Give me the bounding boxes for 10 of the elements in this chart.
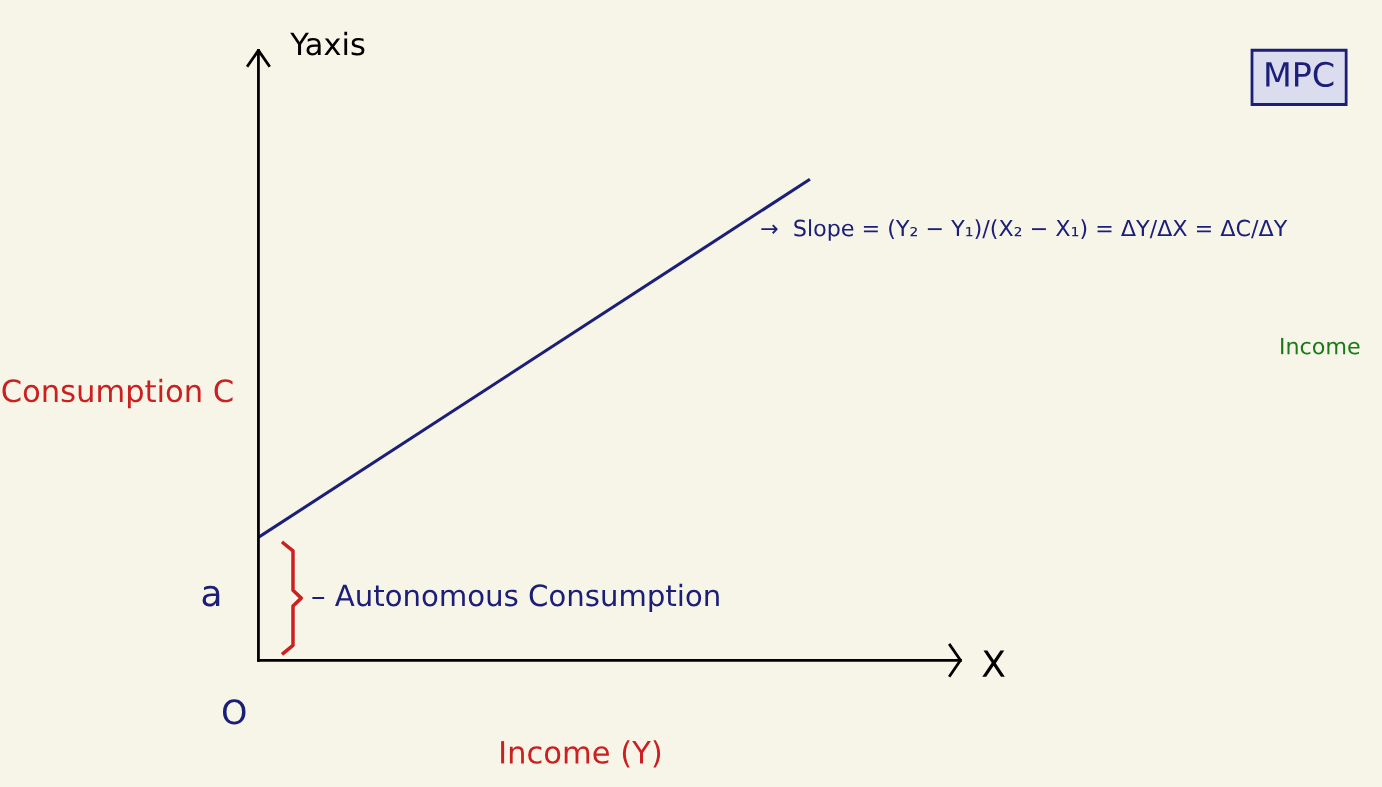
text: Yaxis bbox=[290, 31, 365, 56]
text: a bbox=[202, 585, 220, 607]
text: Income bbox=[1281, 337, 1360, 355]
annotation: – Autonomous Consumption bbox=[312, 583, 719, 613]
text: O bbox=[222, 699, 246, 725]
text: MPC bbox=[1266, 61, 1334, 88]
x-axis-title: Income (Y) bbox=[501, 740, 661, 768]
text: X bbox=[982, 650, 1005, 677]
annotation: → Slope = (Y₂ − Y₁)/(X₂ − X₁) = ΔY/ΔX = ΔC/ΔY bbox=[761, 219, 1288, 241]
y-axis-title: Consumption C bbox=[2, 378, 233, 409]
